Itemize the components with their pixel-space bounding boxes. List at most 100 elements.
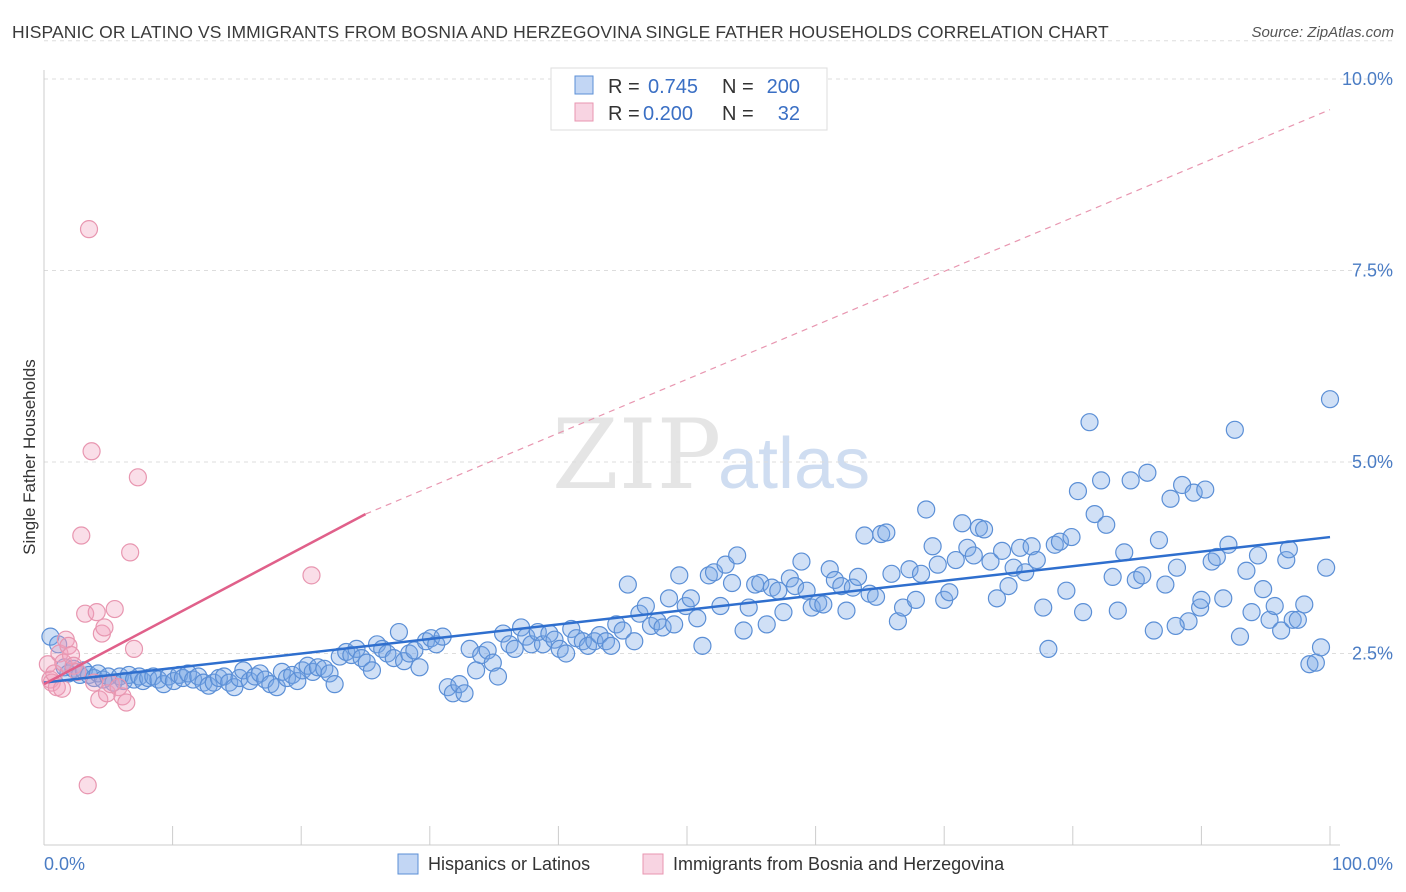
data-point-hispanics (1027, 550, 1046, 570)
trend-line-bosnia (43, 512, 367, 686)
data-point-bosnia (109, 678, 128, 697)
data-point-hispanics (699, 566, 718, 585)
watermark-atlas: atlas (718, 424, 870, 504)
data-point-hispanics (1103, 567, 1122, 587)
data-point-hispanics (774, 603, 793, 622)
data-point-hispanics (288, 671, 307, 691)
data-point-hispanics (1272, 621, 1291, 640)
y-axis-title: Single Father Households (20, 359, 39, 555)
data-point-hispanics (940, 583, 959, 602)
data-point-hispanics (693, 636, 712, 655)
data-point-hispanics (802, 598, 821, 617)
trend-line-hispanics (43, 535, 1331, 684)
data-point-bosnia (105, 599, 124, 619)
data-point-hispanics (1311, 638, 1331, 657)
data-point-hispanics (545, 630, 564, 649)
legend-r-value-0: 0.745 (648, 76, 698, 98)
legend-n-label-1: N = (722, 103, 754, 125)
data-point-hispanics (1300, 655, 1319, 674)
legend-r-label-1: R = (608, 103, 640, 125)
data-point-hispanics (618, 575, 637, 594)
bottom-legend: Hispanics or Latinos Immigrants from Bos… (397, 853, 1005, 875)
data-point-hispanics (1022, 537, 1041, 556)
data-point-hispanics (1045, 535, 1064, 554)
data-point-hispanics (625, 632, 644, 651)
data-point-hispanics (1085, 504, 1104, 524)
data-point-hispanics (1115, 543, 1134, 562)
legend-swatch-pink (574, 102, 594, 122)
data-point-hispanics (245, 667, 265, 686)
data-point-hispanics (1196, 480, 1215, 499)
data-point-hispanics (389, 622, 409, 642)
data-point-hispanics (455, 684, 474, 703)
legend-n-value-0: 200 (767, 76, 800, 98)
data-point-hispanics (946, 550, 965, 570)
data-point-hispanics (1219, 535, 1238, 554)
data-point-hispanics (602, 636, 621, 655)
data-point-hispanics (1133, 566, 1152, 585)
data-point-bosnia (302, 566, 321, 585)
data-point-hispanics (1260, 610, 1279, 629)
data-point-hispanics (866, 587, 886, 606)
trend-line-bosnia-extension (365, 109, 1331, 515)
data-point-hispanics (832, 576, 851, 596)
watermark: ZIP atlas (552, 399, 870, 511)
data-point-hispanics (855, 526, 874, 545)
data-point-hispanics (144, 667, 163, 686)
data-point-hispanics (757, 615, 776, 634)
data-point-hispanics (1242, 603, 1261, 622)
y-tick-label: 10.0% (1342, 69, 1393, 89)
legend-swatch-blue (574, 75, 594, 95)
data-point-hispanics (882, 564, 901, 583)
watermark-zip: ZIP (552, 399, 721, 511)
data-point-hispanics (1050, 532, 1070, 551)
data-point-hispanics (1254, 580, 1273, 599)
data-point-hispanics (613, 621, 632, 640)
source-credit: Source: ZipAtlas.com (1251, 24, 1394, 41)
data-point-hispanics (1068, 482, 1088, 501)
data-point-hispanics (992, 541, 1012, 560)
data-point-hispanics (1097, 515, 1116, 534)
data-point-hispanics (1161, 489, 1180, 508)
data-point-hispanics (320, 664, 339, 683)
data-point-hispanics (1288, 610, 1307, 629)
data-point-hispanics (906, 590, 926, 609)
data-point-hispanics (785, 576, 805, 596)
x-tick-label-min: 0.0% (44, 854, 85, 874)
data-point-hispanics (728, 546, 747, 565)
data-point-bosnia (38, 655, 57, 674)
data-point-hispanics (820, 560, 839, 579)
data-point-hispanics (41, 627, 60, 646)
data-point-hispanics (1166, 616, 1185, 636)
data-point-bosnia (76, 604, 95, 623)
data-point-hispanics (641, 616, 661, 636)
data-point-hispanics (557, 644, 576, 663)
data-point-hispanics (578, 636, 598, 655)
data-point-hispanics (1191, 598, 1210, 617)
data-point-hispanics (1121, 471, 1140, 490)
data-point-hispanics (1062, 527, 1081, 547)
bottom-legend-swatch-blue (397, 853, 419, 875)
data-point-hispanics (225, 678, 244, 697)
data-point-hispanics (466, 661, 486, 680)
data-point-hispanics (1010, 538, 1030, 557)
y-tick-label: 5.0% (1352, 452, 1393, 472)
data-point-hispanics (688, 609, 707, 628)
data-point-hispanics (665, 615, 684, 634)
data-point-hispanics (1277, 550, 1296, 570)
data-point-hispanics (734, 621, 753, 640)
data-point-hispanics (917, 500, 936, 519)
legend-r-value-1: 0.200 (643, 103, 693, 125)
data-point-hispanics (1091, 471, 1111, 490)
data-point-hispanics (325, 675, 344, 694)
data-point-hispanics (124, 670, 144, 689)
series-hispanics-points (41, 390, 1340, 703)
data-point-hispanics (1034, 598, 1053, 617)
data-point-hispanics (1144, 621, 1163, 640)
data-point-hispanics (848, 567, 868, 587)
data-point-hispanics (199, 676, 218, 695)
data-point-hispanics (659, 589, 679, 608)
bottom-legend-swatch-pink (642, 853, 664, 875)
data-point-hispanics (550, 639, 569, 659)
